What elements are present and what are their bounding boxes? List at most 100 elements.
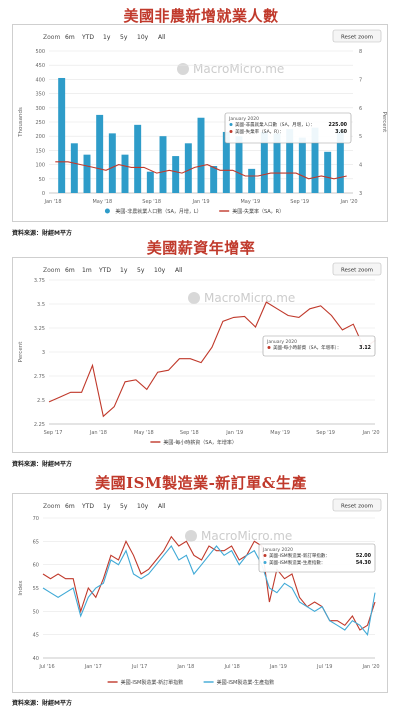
- chart-1-svg: Zoom 6m YTD 1y 5y 10y All Reset zoom MacroMicro.…: [18, 29, 387, 215]
- c1-legend-item-label[interactable]: 美國-非農就業人口數（SA，月增，L）: [115, 208, 201, 215]
- c1-x-tick-label: Jan '19: [191, 199, 209, 205]
- c2-x-tick-label: Sep '17: [44, 430, 63, 436]
- c1-bar: [210, 166, 218, 193]
- chart-2-panel: Zoom 6m 1m YTD 1y 5y 10y All Reset zoom MacroMicr…: [12, 257, 388, 453]
- chart-3-panel: Zoom 6m YTD 1y 5y 10y All Reset zoom MacroMicro.…: [12, 493, 388, 693]
- c1-tooltip-date: January 2020: [228, 116, 259, 122]
- c1-bar: [58, 77, 66, 193]
- c3-y-axis-label: Index: [18, 580, 24, 596]
- c3-series-line-0: [42, 535, 376, 631]
- c3-zoom-option-10y[interactable]: 10y: [137, 503, 149, 510]
- c1-zoom-option-5y[interactable]: 5y: [120, 34, 128, 41]
- c3-tooltip-marker-icon: [263, 554, 267, 557]
- c1-bar: [273, 133, 281, 193]
- c1-zoom-option-10y[interactable]: 10y: [137, 34, 149, 41]
- c1-bar: [248, 168, 256, 193]
- c2-zoom-option-1m[interactable]: 1m: [82, 267, 92, 274]
- c2-tooltip-marker-icon: [267, 346, 271, 349]
- c1-bar: [324, 151, 332, 193]
- c3-zoom-option-6m[interactable]: 6m: [65, 503, 75, 510]
- c1-legend-item-label[interactable]: 美國-失業率（SA，R）: [232, 208, 284, 215]
- c1-zoom-option-ytd[interactable]: YTD: [81, 34, 94, 41]
- c1-y-tick-label: 50: [39, 177, 45, 183]
- c2-y-tick-label: 3.25: [34, 326, 45, 332]
- c2-zoom-label: Zoom: [43, 267, 60, 274]
- c2-x-tick-label: Jan '18: [89, 430, 107, 436]
- chart-3-title: 美國ISM製造業-新訂單&生產: [95, 474, 307, 492]
- c2-tooltip-row-label: 美國-每小時薪資（SA，年增率）：: [273, 344, 341, 351]
- c1-y-tick-label: 300: [35, 106, 45, 112]
- c3-zoom-option-5y[interactable]: 5y: [120, 503, 128, 510]
- c2-zoom-option-10y[interactable]: 10y: [154, 267, 166, 274]
- c1-bar: [121, 154, 129, 193]
- c1-y-tick-label: 0: [42, 191, 45, 197]
- c2-zoom-option-all[interactable]: All: [175, 267, 183, 274]
- c2-x-tick-label: Sep '18: [180, 430, 199, 436]
- c1-legend-marker-icon[interactable]: [104, 208, 110, 214]
- c1-y2-tick-label: 3: [359, 191, 362, 197]
- c3-reset-zoom-button[interactable]: [332, 498, 382, 512]
- c1-zoom-label: Zoom: [43, 34, 60, 41]
- c1-tooltip-row-value: 3.60: [335, 129, 347, 135]
- c3-tooltip-row-value: 52.00: [356, 553, 372, 559]
- c3-legend-item-label[interactable]: 美國-ISM製造業-新訂單指數: [121, 679, 184, 686]
- c2-zoom-option-ytd[interactable]: YTD: [98, 267, 111, 274]
- c2-zoom-option-1y[interactable]: 1y: [120, 267, 128, 274]
- c1-zoom-option-6m[interactable]: 6m: [65, 34, 75, 41]
- c1-zoom-option-1y[interactable]: 1y: [103, 34, 111, 41]
- c2-y-tick-label: 3.75: [34, 278, 45, 284]
- c1-y-axis-label: Thousands: [18, 107, 24, 138]
- chart-2-svg: Zoom 6m 1m YTD 1y 5y 10y All Reset zoom MacroMicr…: [18, 262, 382, 446]
- c1-bar: [172, 156, 180, 193]
- c3-legend-item-label[interactable]: 美國-ISM製造業-生產指數: [217, 679, 275, 686]
- c1-bar: [134, 124, 142, 193]
- c1-series-line-1: [55, 161, 347, 180]
- c1-tooltip-box: [224, 112, 352, 144]
- c1-x-tick-label: May '18: [92, 199, 112, 205]
- c1-bar: [311, 127, 319, 193]
- c3-zoom-option-1y[interactable]: 1y: [103, 503, 111, 510]
- c1-reset-zoom-button[interactable]: [332, 29, 382, 43]
- c3-x-tick-label: Jul '19: [316, 664, 332, 670]
- c2-zoom-option-6m[interactable]: 6m: [65, 267, 75, 274]
- c1-tooltip-row-value: 225.00: [328, 122, 347, 128]
- c3-x-tick-label: Jan '17: [84, 664, 102, 670]
- c1-tooltip-marker-icon: [229, 130, 233, 133]
- c1-x-tick-label: Sep '19: [290, 199, 309, 205]
- c3-series-line-1: [42, 545, 376, 636]
- chart-3-source: 資料來源：財經M平方: [12, 700, 72, 707]
- c3-x-tick-label: Jul '16: [38, 664, 54, 670]
- c2-reset-zoom-button[interactable]: [332, 262, 382, 276]
- c1-y2-axis-label: Percent: [381, 112, 387, 134]
- c3-zoom-option-ytd[interactable]: YTD: [81, 503, 94, 510]
- c2-reset-zoom-label[interactable]: Reset zoom: [341, 268, 373, 274]
- c1-bar: [260, 131, 268, 193]
- c1-y2-tick-label: 6: [359, 106, 362, 112]
- c1-y2-tick-label: 5: [359, 134, 362, 140]
- c2-y-tick-label: 2.5: [37, 398, 45, 404]
- c2-x-tick-label: Sep '19: [316, 430, 335, 436]
- c3-x-tick-label: Jan '18: [176, 664, 194, 670]
- c2-legend-item-label[interactable]: 美國-每小時薪資（SA，年增率）: [163, 439, 237, 446]
- c1-tooltip-marker-icon: [229, 123, 233, 126]
- c1-bar: [184, 143, 192, 193]
- c2-zoom-option-5y[interactable]: 5y: [137, 267, 145, 274]
- chart-2-source: 資料來源：財經M平方: [12, 461, 72, 468]
- c2-y-tick-label: 3: [42, 350, 45, 356]
- c3-tooltip-row-value: 54.30: [356, 560, 372, 566]
- c1-zoom-option-all[interactable]: All: [158, 34, 166, 41]
- c1-y2-tick-label: 7: [359, 77, 362, 83]
- c1-reset-zoom-label[interactable]: Reset zoom: [341, 35, 373, 41]
- c1-bar: [222, 131, 230, 193]
- c1-y-tick-label: 350: [35, 92, 45, 98]
- c1-watermark-text: MacroMicro.me: [193, 62, 284, 76]
- c1-y-tick-label: 150: [35, 148, 45, 154]
- c3-reset-zoom-label[interactable]: Reset zoom: [341, 504, 373, 510]
- c2-y-tick-label: 2.75: [34, 374, 45, 380]
- c2-series-line-0: [48, 301, 376, 418]
- c1-bar: [336, 129, 344, 193]
- c3-y-tick-label: 60: [33, 563, 39, 569]
- c3-watermark-text: MacroMicro.me: [201, 529, 292, 543]
- c3-zoom-option-all[interactable]: All: [158, 503, 166, 510]
- c3-y-tick-label: 40: [33, 656, 39, 662]
